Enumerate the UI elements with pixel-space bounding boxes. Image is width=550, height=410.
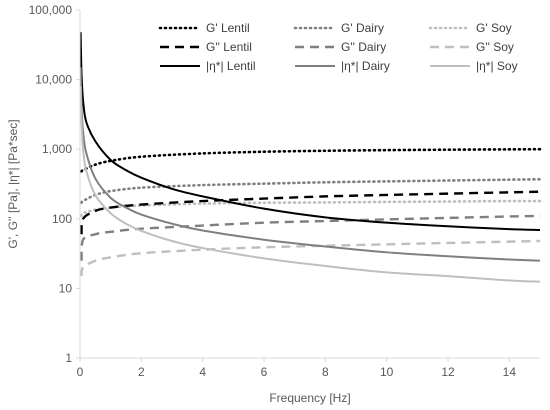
- axes-layer: 1 10 100 1,000 10,000 100,000 0 2 4 6 8 10 12 14: [29, 3, 540, 379]
- y-tick-label: 100,000: [29, 3, 73, 17]
- series-line-3: [80, 199, 542, 218]
- legend-item-1: G' Lentil: [158, 21, 250, 35]
- legend-item-6: G'' Soy: [430, 40, 514, 54]
- x-tick-label: 10: [380, 365, 394, 379]
- y-tick-label: 10: [59, 281, 73, 295]
- legend-label: G' Lentil: [206, 21, 250, 35]
- legend-item-8: |η*| Dairy: [295, 59, 390, 73]
- legend-item-7: |η*| Lentil: [160, 59, 256, 73]
- y-axis-title: G', G'' [Pa], |η*| [Pa*sec]: [6, 119, 20, 248]
- y-tick-label: 1,000: [42, 142, 72, 156]
- legend-item-5: G'' Dairy: [295, 40, 386, 54]
- series-line-4: [80, 190, 541, 235]
- legend-label: |η*| Soy: [476, 59, 518, 73]
- legend-item-3: G' Soy: [428, 21, 512, 35]
- series-line-7: [79, 32, 541, 232]
- x-tick-label: 4: [199, 365, 206, 379]
- series-line-5: [80, 214, 541, 261]
- legend: G' Lentil G' Dairy G' Soy G'' Lentil G'' Dai…: [158, 21, 518, 73]
- y-tick-label: 1: [65, 351, 72, 365]
- x-tick-label: 2: [138, 365, 145, 379]
- legend-item-9: |η*| Soy: [430, 59, 518, 73]
- legend-label: G' Dairy: [341, 21, 384, 35]
- x-axis-title: Frequency [Hz]: [269, 391, 350, 405]
- series-line-2: [80, 177, 542, 205]
- series-layer: [79, 32, 542, 283]
- y-tick-label: 100: [52, 212, 72, 226]
- legend-label: |η*| Lentil: [206, 59, 256, 73]
- x-tick-label: 0: [77, 365, 84, 379]
- series-line-8: [79, 67, 541, 262]
- legend-item-4: G'' Lentil: [160, 40, 252, 54]
- legend-item-2: G' Dairy: [293, 21, 384, 35]
- x-tick-label: 6: [261, 365, 268, 379]
- y-tick-label: 10,000: [35, 73, 72, 87]
- series-line-1: [80, 147, 542, 173]
- legend-label: |η*| Dairy: [341, 59, 390, 73]
- legend-label: G'' Soy: [476, 40, 514, 54]
- legend-label: G'' Dairy: [341, 40, 386, 54]
- series-line-9: [79, 86, 541, 283]
- x-tick-label: 12: [441, 365, 455, 379]
- x-tick-label: 14: [503, 365, 517, 379]
- series-line-6: [80, 239, 541, 277]
- x-tick-label: 8: [322, 365, 329, 379]
- legend-label: G'' Lentil: [206, 40, 252, 54]
- legend-label: G' Soy: [476, 21, 512, 35]
